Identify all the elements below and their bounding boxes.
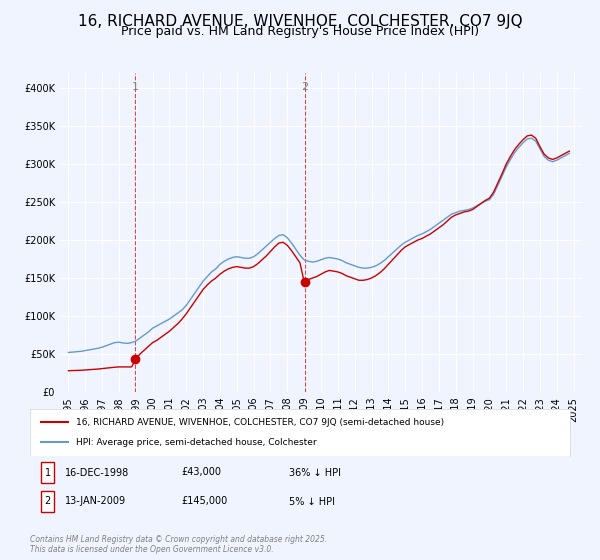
Text: 5% ↓ HPI: 5% ↓ HPI: [289, 497, 335, 506]
Text: Price paid vs. HM Land Registry's House Price Index (HPI): Price paid vs. HM Land Registry's House …: [121, 25, 479, 38]
FancyBboxPatch shape: [41, 491, 54, 512]
Text: 1: 1: [44, 468, 50, 478]
Text: Contains HM Land Registry data © Crown copyright and database right 2025.
This d: Contains HM Land Registry data © Crown c…: [30, 535, 327, 554]
Text: 36% ↓ HPI: 36% ↓ HPI: [289, 468, 341, 478]
Text: 16, RICHARD AVENUE, WIVENHOE, COLCHESTER, CO7 9JQ: 16, RICHARD AVENUE, WIVENHOE, COLCHESTER…: [77, 14, 523, 29]
Text: HPI: Average price, semi-detached house, Colchester: HPI: Average price, semi-detached house,…: [76, 437, 317, 447]
Text: 1: 1: [131, 82, 139, 92]
FancyBboxPatch shape: [41, 462, 54, 483]
Text: 2: 2: [301, 82, 308, 92]
Text: £145,000: £145,000: [181, 497, 227, 506]
Text: 2: 2: [44, 497, 50, 506]
Text: 16-DEC-1998: 16-DEC-1998: [65, 468, 130, 478]
Text: 16, RICHARD AVENUE, WIVENHOE, COLCHESTER, CO7 9JQ (semi-detached house): 16, RICHARD AVENUE, WIVENHOE, COLCHESTER…: [76, 418, 444, 427]
Text: £43,000: £43,000: [181, 468, 221, 478]
Text: 13-JAN-2009: 13-JAN-2009: [65, 497, 126, 506]
